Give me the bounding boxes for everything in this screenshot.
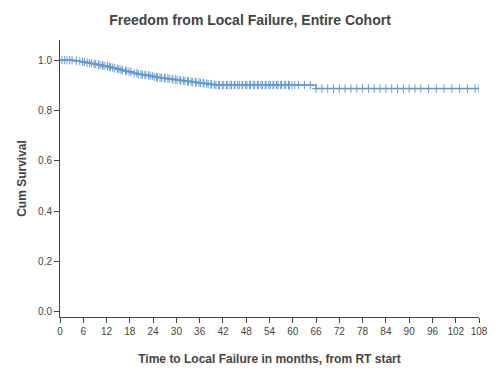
svg-text:0.4: 0.4 [38, 206, 52, 217]
svg-text:48: 48 [241, 326, 253, 337]
svg-text:Freedom from Local Failure, En: Freedom from Local Failure, Entire Cohor… [109, 12, 391, 28]
svg-text:96: 96 [427, 326, 439, 337]
svg-text:0.8: 0.8 [38, 105, 52, 116]
svg-text:0.0: 0.0 [38, 306, 52, 317]
svg-text:0: 0 [57, 326, 63, 337]
svg-text:66: 66 [310, 326, 322, 337]
svg-text:42: 42 [217, 326, 229, 337]
svg-text:1.0: 1.0 [38, 55, 52, 66]
svg-text:36: 36 [194, 326, 206, 337]
svg-text:24: 24 [148, 326, 160, 337]
svg-text:102: 102 [447, 326, 464, 337]
svg-text:6: 6 [80, 326, 86, 337]
svg-text:0.2: 0.2 [38, 256, 52, 267]
svg-text:Cum Survival: Cum Survival [15, 140, 29, 217]
svg-text:84: 84 [380, 326, 392, 337]
svg-text:0.6: 0.6 [38, 155, 52, 166]
svg-text:54: 54 [264, 326, 276, 337]
svg-text:78: 78 [357, 326, 369, 337]
svg-text:12: 12 [101, 326, 113, 337]
svg-text:90: 90 [404, 326, 416, 337]
svg-text:Time to Local Failure in month: Time to Local Failure in months, from RT… [138, 352, 400, 366]
svg-text:60: 60 [287, 326, 299, 337]
svg-text:30: 30 [171, 326, 183, 337]
svg-text:108: 108 [471, 326, 488, 337]
svg-text:72: 72 [334, 326, 346, 337]
svg-text:18: 18 [124, 326, 136, 337]
